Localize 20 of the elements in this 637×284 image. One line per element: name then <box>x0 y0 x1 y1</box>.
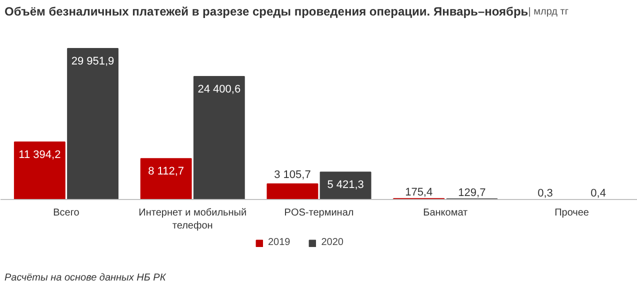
x-tick-label: Прочее <box>554 208 590 218</box>
data-label: 29 951,9 <box>71 56 114 68</box>
data-label: 24 400,6 <box>198 83 241 96</box>
text: Расчёты на основе данных НБ РК <box>4 272 167 284</box>
data-label: 5 421,3 <box>327 179 364 192</box>
legend-label: 2020 <box>321 237 344 248</box>
data-label: 0,4 <box>590 188 606 200</box>
data-label: 3 105,7 <box>274 168 311 181</box>
x-tick-label: Интернет и мобильный телефон <box>138 208 247 232</box>
data-label: 129,7 <box>458 186 486 199</box>
x-tick-label: POS-терминал <box>284 208 354 218</box>
data-label: 8 112,7 <box>148 166 184 178</box>
data-label: 11 394,2 <box>18 149 61 162</box>
x-tick-label: Всего <box>53 208 80 218</box>
data-label: 175,4 <box>405 186 433 199</box>
legend-label: 2019 <box>268 237 290 248</box>
x-tick-label: Банкомат <box>423 208 468 218</box>
data-label: 0,3 <box>538 188 553 200</box>
chart-title: Объём безналичных платежей в разрезе среды проведения операции. Январь–ноябрь <box>4 4 528 18</box>
chart-subtitle: | млрд тг <box>528 6 569 18</box>
